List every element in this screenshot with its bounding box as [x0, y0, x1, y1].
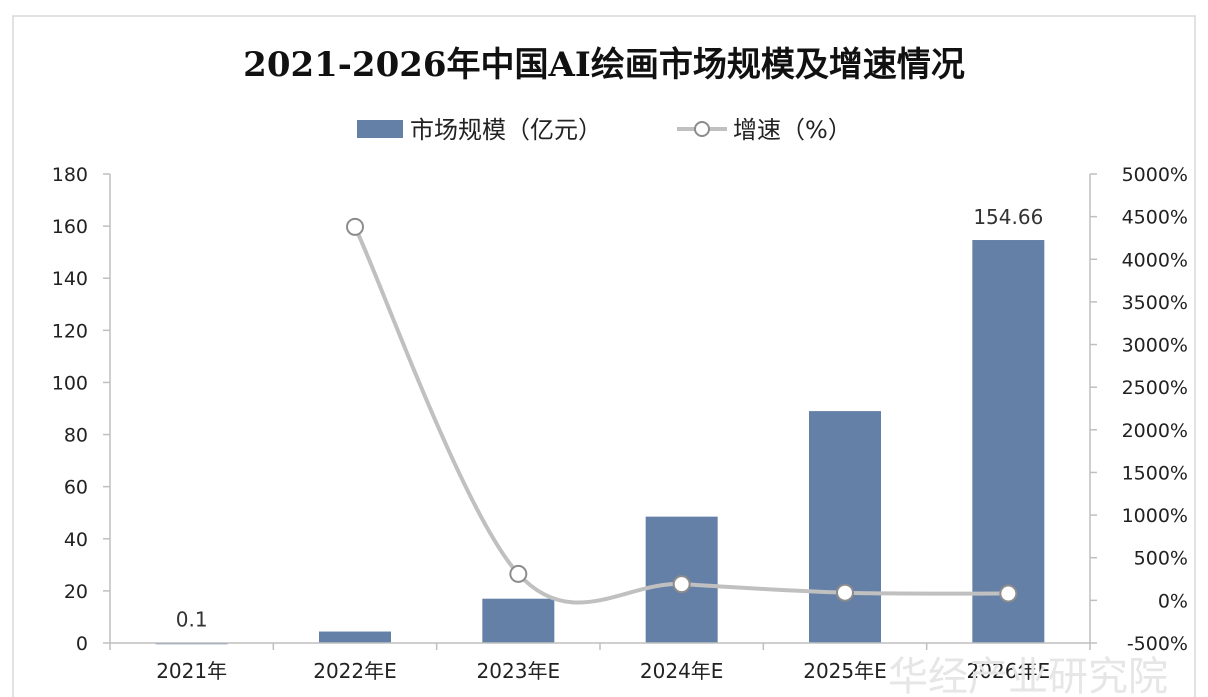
growth-point-4	[836, 583, 854, 602]
y-left-tick-label: 160	[52, 216, 88, 238]
y-right-tick-label: 2500%	[1122, 377, 1188, 399]
y-left-tick-label: 60	[64, 477, 88, 499]
growth-line	[353, 226, 1009, 605]
y-right-tick-label: 0%	[1158, 590, 1188, 612]
growth-point-1	[346, 217, 364, 236]
watermark: 华经产业研究院	[888, 654, 1168, 697]
growth-point-3	[672, 575, 691, 594]
data-labels: 0.1 154.66	[176, 205, 1044, 632]
bar-5	[972, 240, 1045, 643]
data-label: 154.66	[973, 205, 1043, 229]
y-left-tick-label: 80	[64, 425, 88, 447]
chart-title: 2021-2026年中国AI绘画市场规模及增速情况	[243, 45, 965, 85]
bar-2	[482, 598, 555, 643]
y-left-tick-label: 20	[64, 581, 88, 603]
x-tick-label: 2025年E	[803, 659, 887, 683]
y-left-tick-label: 140	[52, 268, 88, 290]
x-tick-label: 2022年E	[313, 659, 397, 683]
legend-label-bar: 市场规模（亿元）	[410, 116, 602, 144]
y-left-tick-label: 120	[52, 320, 88, 342]
axes: 0 20 40 60 80 100 120 140 160 180 -500% 0% 500% 1000%…	[52, 164, 1188, 683]
y-right-tick-label: 3000%	[1122, 335, 1188, 357]
y-left-tick-label: 0	[76, 633, 88, 655]
x-tick-label: 2024年E	[640, 659, 724, 683]
x-tick-label: 2023年E	[477, 659, 561, 683]
chart-frame	[12, 15, 1196, 697]
y-left-tick-label: 40	[64, 529, 88, 551]
y-right-tick-label: 3500%	[1122, 292, 1188, 314]
y-left-tick-label: 100	[52, 372, 88, 394]
y-right-tick-label: 4500%	[1122, 207, 1188, 229]
legend-marker-line	[694, 121, 710, 137]
y-right-tick-label: 2000%	[1122, 420, 1188, 442]
legend-label-line: 增速（%）	[733, 116, 852, 144]
y-left-tick-label: 180	[52, 164, 88, 186]
x-tick-label: 2021年	[156, 659, 227, 683]
y-right-tick-label: -500%	[1127, 633, 1188, 655]
y-right-tick-label: 4000%	[1122, 249, 1188, 271]
growth-point-5	[999, 584, 1018, 603]
legend-swatch-bar	[357, 120, 403, 138]
line-series	[346, 217, 1018, 605]
y-right-tick-label: 1500%	[1122, 462, 1188, 484]
y-right-tick-label: 1000%	[1122, 505, 1188, 527]
y-right-tick-label: 500%	[1134, 548, 1188, 570]
bar-1	[319, 631, 391, 643]
bar-series	[155, 240, 1045, 645]
growth-point-2	[509, 564, 528, 583]
x-tick-label: 2026年E	[967, 659, 1051, 683]
legend: 市场规模（亿元） 增速（%）	[357, 116, 852, 144]
data-label: 0.1	[176, 608, 208, 632]
y-right-tick-label: 5000%	[1122, 164, 1188, 186]
bar-4	[809, 411, 881, 643]
